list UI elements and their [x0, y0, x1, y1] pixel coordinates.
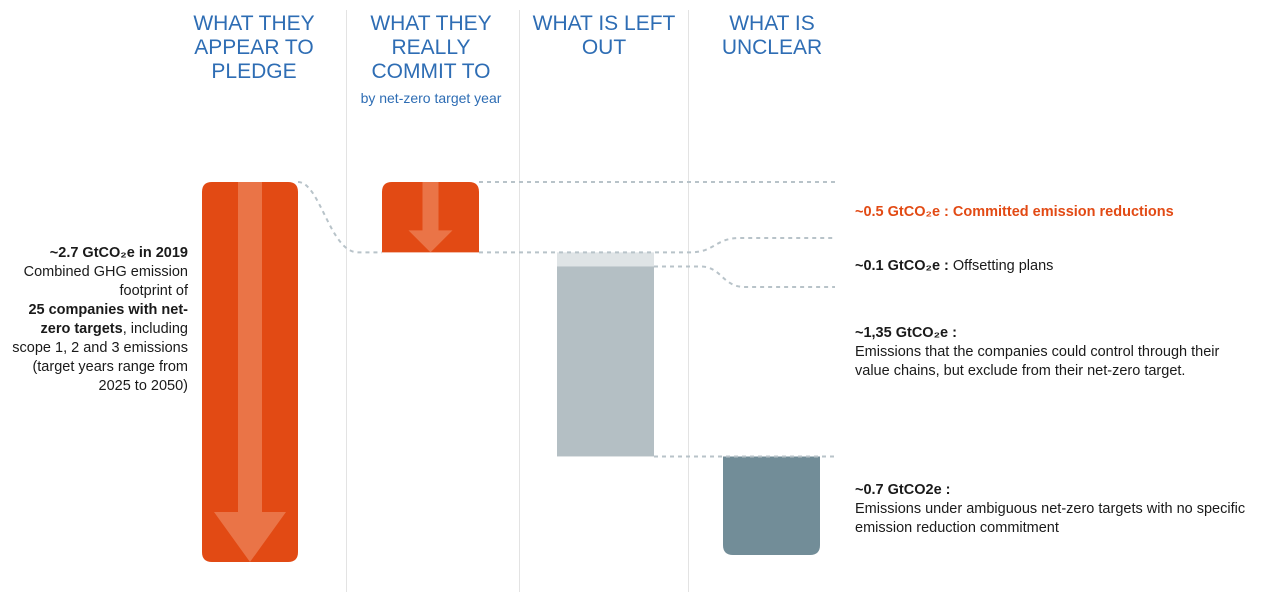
- total-footprint-value: ~2.7 GtCO₂e in 2019: [49, 245, 188, 261]
- left-out-bar: [557, 266, 654, 457]
- total-footprint-scope: , including scope 1, 2 and 3 emissions (…: [12, 321, 188, 394]
- committed-label: Committed emission reductions: [952, 204, 1174, 220]
- unclear-value: ~0.7 GtCO2e :: [855, 482, 951, 498]
- header-commit: WHAT THEY REALLY COMMIT TO by net-zero t…: [351, 12, 511, 108]
- unclear-bar: [723, 456, 820, 555]
- annotation-committed: ~0.5 GtCO₂e : Committed emission reducti…: [855, 203, 1174, 222]
- header-pledge: WHAT THEY APPEAR TO PLEDGE: [193, 12, 315, 83]
- total-footprint-desc: Combined GHG emission footprint of: [23, 264, 188, 299]
- connector-pledge-commit: [297, 181, 382, 254]
- column-divider: [346, 10, 347, 592]
- annotation-offset: ~0.1 GtCO₂e : Offsetting plans: [855, 257, 1053, 276]
- left-out-value: ~1,35 GtCO₂e :: [855, 325, 957, 341]
- header-unclear: WHAT IS UNCLEAR: [721, 12, 823, 59]
- left-out-label: Emissions that the companies could contr…: [855, 344, 1220, 379]
- header-commit-subtitle: by net-zero target year: [360, 90, 502, 106]
- total-footprint-note: ~2.7 GtCO₂e in 2019 Combined GHG emissio…: [0, 244, 188, 396]
- offset-value: ~0.1 GtCO₂e :: [855, 258, 949, 274]
- header-commit-title: WHAT THEY REALLY COMMIT TO: [370, 12, 492, 83]
- total-footprint-companies: 25 companies with net-zero targets: [28, 302, 188, 337]
- offset-label: Offsetting plans: [952, 258, 1054, 274]
- total-pledge-arrow: [214, 182, 286, 562]
- column-divider: [688, 10, 689, 592]
- committed-arrow: [408, 182, 453, 253]
- unclear-label: Emissions under ambiguous net-zero targe…: [855, 501, 1246, 536]
- annotation-left-out: ~1,35 GtCO₂e : Emissions that the compan…: [855, 324, 1235, 381]
- offset-bar: [557, 252, 654, 267]
- column-divider: [519, 10, 520, 592]
- connector-offset-bottom: [654, 265, 835, 288]
- connector-offset-top: [479, 237, 835, 254]
- committed-value: ~0.5 GtCO₂e :: [855, 204, 949, 220]
- header-left-out: WHAT IS LEFT OUT: [532, 12, 676, 59]
- annotation-unclear: ~0.7 GtCO2e : Emissions under ambiguous …: [855, 481, 1265, 538]
